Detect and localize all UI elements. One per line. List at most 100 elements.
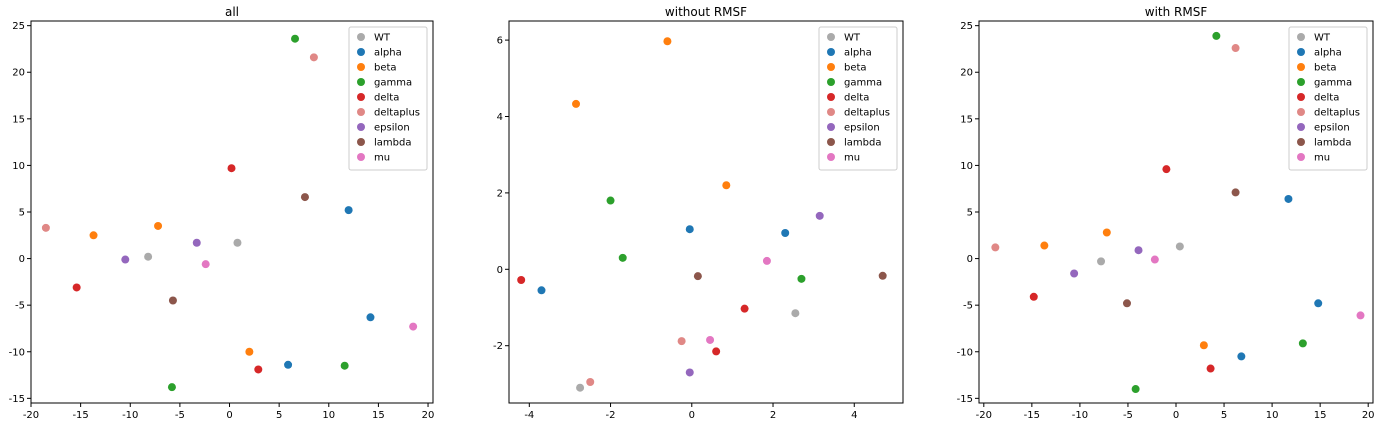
legend-marker-alpha [827, 48, 835, 56]
point-epsilon-2 [121, 255, 130, 264]
legend-marker-gamma [357, 78, 365, 86]
point-alpha-3 [1237, 352, 1246, 361]
legend-marker-epsilon [357, 123, 365, 131]
x-tick-label: 2 [770, 410, 776, 421]
legend: WT alpha beta gamma delta deltaplus epsilon lam… [1288, 26, 1368, 171]
point-delta-2 [1029, 292, 1038, 301]
legend-marker-mu [827, 153, 835, 161]
point-mu-1 [201, 260, 210, 269]
point-gamma-2 [618, 253, 627, 262]
legend-marker-mu [357, 153, 365, 161]
point-WT-2 [233, 238, 242, 247]
point-deltaplus-1 [1231, 44, 1240, 53]
x-tick-label: 20 [1362, 410, 1375, 421]
legend-label-WT: WT [844, 33, 861, 44]
point-delta-3 [1206, 364, 1215, 373]
point-beta-2 [572, 99, 581, 108]
y-tick-label: 0 [19, 254, 25, 265]
legend-marker-alpha [357, 48, 365, 56]
x-tick-label: 15 [1314, 410, 1327, 421]
legend-label-alpha: alpha [374, 48, 402, 59]
chart-title: all [225, 5, 239, 19]
point-delta-2 [72, 283, 81, 292]
plot-frame [30, 20, 434, 404]
point-alpha-2 [284, 360, 293, 369]
point-alpha-2 [781, 229, 790, 238]
legend-label-deltaplus: deltaplus [844, 108, 890, 119]
point-gamma-1 [291, 34, 300, 43]
point-delta-1 [227, 164, 236, 173]
legend-label-beta: beta [1314, 63, 1337, 74]
point-lambda-1 [300, 193, 309, 202]
y-tick-label: 5 [19, 208, 25, 219]
y-tick-label: 0 [497, 265, 503, 276]
legend-marker-delta [827, 93, 835, 101]
point-gamma-3 [1131, 385, 1140, 394]
point-mu-2 [1356, 311, 1365, 320]
chart-panel-3: with RMSF-20 -15 -10 -5 0 5 10 15 20-15-10-50510… [957, 5, 1375, 421]
y-tick-label: 2 [497, 188, 503, 199]
x-tick-label: -5 [1123, 410, 1133, 421]
x-tick-label: 10 [1266, 410, 1279, 421]
legend-marker-alpha [1297, 48, 1305, 56]
legend-marker-epsilon [827, 123, 835, 131]
legend-box [1288, 26, 1368, 171]
point-gamma-2 [340, 361, 349, 370]
point-lambda-1 [1231, 188, 1240, 197]
point-alpha-3 [366, 313, 375, 322]
point-lambda-1 [693, 272, 702, 281]
y-tick-label: -5 [963, 301, 973, 312]
point-epsilon-2 [685, 368, 694, 377]
chart-panel-1: all -20 -15 -10 -5 0 5 10 15 20 -15 -10 -5 0 5 10 15 20 25… [9, 5, 435, 421]
point-beta-3 [245, 347, 254, 356]
point-alpha-3 [537, 286, 546, 295]
point-gamma-1 [606, 196, 615, 205]
legend-marker-WT [357, 33, 365, 41]
legend-label-mu: mu [374, 153, 390, 164]
plot-frame [508, 20, 904, 404]
legend-box [818, 26, 898, 171]
y-tick-label: 15 [12, 114, 25, 125]
y-tick-label: 20 [12, 68, 25, 79]
x-tick-label: 5 [276, 410, 282, 421]
point-lambda-2 [878, 271, 887, 280]
point-alpha-1 [1284, 194, 1293, 203]
point-beta-1 [663, 37, 672, 46]
legend-label-gamma: gamma [374, 78, 412, 89]
point-WT-1 [144, 252, 153, 261]
legend-marker-beta [357, 63, 365, 71]
x-tick-label: -2 [606, 410, 616, 421]
point-deltaplus-2 [586, 377, 595, 386]
plot-frame [978, 20, 1374, 404]
point-WT-2 [1175, 242, 1184, 251]
point-WT-2 [576, 383, 585, 392]
legend-marker-lambda [827, 138, 835, 146]
x-tick-label: -15 [1024, 410, 1040, 421]
legend-marker-beta [1297, 63, 1305, 71]
legend-marker-lambda [1297, 138, 1305, 146]
x-tick-label: 10 [322, 410, 335, 421]
legend-marker-beta [827, 63, 835, 71]
point-delta-1 [1162, 165, 1171, 174]
point-lambda-2 [1122, 299, 1131, 308]
y-tick-label: -10 [957, 347, 973, 358]
x-tick-label: -10 [122, 410, 138, 421]
point-delta-1 [517, 275, 526, 284]
point-epsilon-1 [192, 238, 201, 247]
y-tick-label: 10 [960, 161, 973, 172]
point-epsilon-1 [1134, 246, 1143, 255]
x-tick-label: 20 [422, 410, 435, 421]
legend-marker-gamma [827, 78, 835, 86]
y-tick-label: 20 [960, 68, 973, 79]
legend-label-deltaplus: deltaplus [1314, 108, 1360, 119]
legend-label-WT: WT [1314, 33, 1331, 44]
chart-panel-2: without RMSF -4 -2 0 2 4 -2 0 2 4 6 WT alpha beta gamm… [493, 5, 904, 421]
legend-label-alpha: alpha [1314, 48, 1342, 59]
legend-marker-epsilon [1297, 123, 1305, 131]
point-beta-3 [1199, 341, 1208, 350]
point-gamma-3 [797, 274, 806, 283]
point-deltaplus-1 [677, 337, 686, 346]
point-deltaplus-1 [309, 53, 318, 62]
legend-box [348, 26, 428, 171]
